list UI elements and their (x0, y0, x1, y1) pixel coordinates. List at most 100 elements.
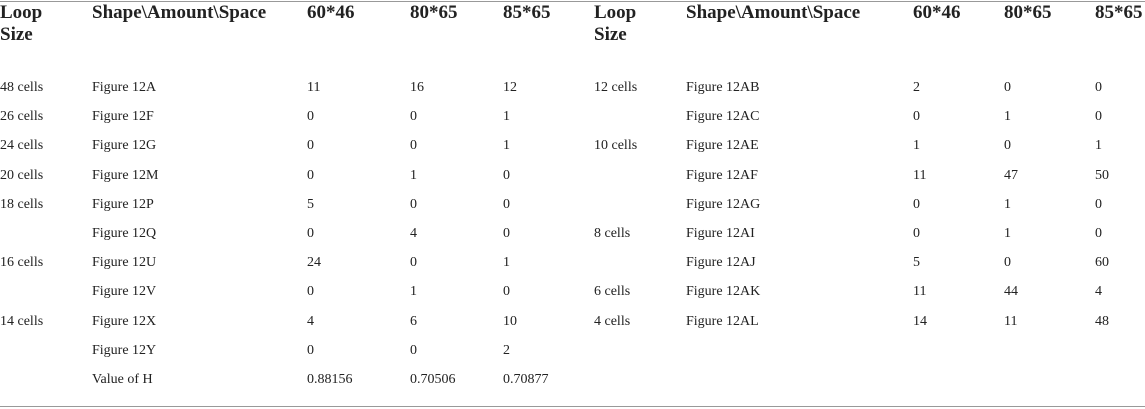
table-cell: Figure 12U (92, 255, 157, 271)
table-cell: 4 (307, 313, 314, 329)
table-cell: 12 cells (594, 80, 638, 95)
column-header: Loop Size (0, 2, 43, 45)
table-cell: 11 (1004, 313, 1018, 329)
table-cell: Figure 12AG (686, 196, 761, 212)
table-cell: 1 (1004, 196, 1011, 212)
table-cell: 11 (913, 284, 927, 300)
column-header: 60*46 (913, 2, 961, 23)
table-cell: 0 (503, 196, 510, 212)
table-cell: 0 (307, 342, 314, 358)
bottom-rule (0, 406, 1145, 407)
table-cell: 12 (503, 80, 517, 95)
table-cell: 0 (307, 167, 314, 183)
table-cell: 0 (1004, 138, 1011, 154)
table-cell: Figure 12AE (686, 138, 759, 154)
table-cell: Figure 12Q (92, 226, 157, 241)
table-cell: 8 cells (594, 226, 631, 241)
table-cell: 0 (1095, 226, 1102, 241)
table-cell: 0 (307, 109, 314, 125)
table-cell: 0 (1004, 255, 1011, 271)
table-cell: 26 cells (0, 109, 44, 125)
table-cell: 48 cells (0, 80, 44, 95)
table-cell: 2 (913, 80, 920, 95)
table-cell: 18 cells (0, 196, 44, 212)
table-cell: 1 (410, 284, 417, 300)
table-cell: Figure 12AK (686, 284, 761, 300)
table-cell: 16 cells (0, 255, 44, 271)
table-cell: 24 cells (0, 138, 44, 154)
table-cell: 0 (410, 109, 417, 125)
table-cell: Figure 12Y (92, 342, 157, 358)
column-header: 80*65 (1004, 2, 1052, 23)
table-cell: Figure 12V (92, 284, 157, 300)
table-cell: 5 (307, 196, 314, 212)
table-cell: 4 (1095, 284, 1102, 300)
table-cell: 10 (503, 313, 517, 329)
table-cell: 47 (1004, 167, 1018, 183)
column-header: Shape\Amount\Space (92, 2, 267, 23)
table-cell: 0.70506 (410, 372, 456, 387)
table-cell: Figure 12F (92, 109, 154, 125)
table-cell: 6 (410, 313, 417, 329)
table-cell: 11 (913, 167, 927, 183)
table-cell: 0 (913, 196, 920, 212)
table-cell: 0 (410, 196, 417, 212)
top-rule (0, 1, 1145, 2)
table-cell: 0.88156 (307, 372, 353, 387)
table-cell: 6 cells (594, 284, 631, 300)
table-cell: 4 cells (594, 313, 631, 329)
table-cell: 1 (1004, 226, 1011, 241)
table-cell: 0 (410, 255, 417, 271)
table-cell: 44 (1004, 284, 1018, 300)
table-cell: 0 (307, 284, 314, 300)
table-cell: 11 (307, 80, 321, 95)
column-header: 85*65 (1095, 2, 1143, 23)
table-cell: 20 cells (0, 167, 44, 183)
table-cell: Figure 12AI (686, 226, 755, 241)
table-cell: 1 (1095, 138, 1102, 154)
table-cell: 0 (410, 138, 417, 154)
table-cell: 2 (503, 342, 510, 358)
table-cell: 60 (1095, 255, 1109, 271)
table-cell: Figure 12AJ (686, 255, 756, 271)
table-cell: Figure 12X (92, 313, 157, 329)
table-cell: 0 (503, 226, 510, 241)
table-cell: 48 (1095, 313, 1109, 329)
column-header: Shape\Amount\Space (686, 2, 861, 23)
table-cell: 0 (503, 167, 510, 183)
table-cell: 0 (913, 109, 920, 125)
table-cell: 5 (913, 255, 920, 271)
table-cell: 0.70877 (503, 372, 549, 387)
column-header: 80*65 (410, 2, 458, 23)
table-cell: 0 (410, 342, 417, 358)
table-cell: 1 (503, 109, 510, 125)
table-cell: 14 cells (0, 313, 44, 329)
table-cell: Figure 12G (92, 138, 157, 154)
table-cell: 10 cells (594, 138, 638, 154)
table-cell: 1 (410, 167, 417, 183)
table-cell: 0 (307, 138, 314, 154)
table-cell: Value of H (92, 372, 153, 387)
table-cell: 14 (913, 313, 927, 329)
table-cell: Figure 12M (92, 167, 159, 183)
column-header: Loop Size (594, 2, 637, 45)
table-cell: 0 (1095, 80, 1102, 95)
table-cell: 50 (1095, 167, 1109, 183)
table-cell: 1 (1004, 109, 1011, 125)
table-cell: Figure 12P (92, 196, 154, 212)
table-cell: Figure 12AL (686, 313, 759, 329)
table-cell: 24 (307, 255, 321, 271)
table-cell: Figure 12AC (686, 109, 760, 125)
table-cell: 16 (410, 80, 424, 95)
column-header: 60*46 (307, 2, 355, 23)
column-header: 85*65 (503, 2, 551, 23)
table-cell: 0 (1095, 196, 1102, 212)
table-cell: 1 (913, 138, 920, 154)
table-cell: 0 (1095, 109, 1102, 125)
table-cell: Figure 12AF (686, 167, 758, 183)
table-cell: 0 (307, 226, 314, 241)
table-cell: 1 (503, 255, 510, 271)
table-cell: Figure 12A (92, 80, 157, 95)
table-cell: 0 (503, 284, 510, 300)
